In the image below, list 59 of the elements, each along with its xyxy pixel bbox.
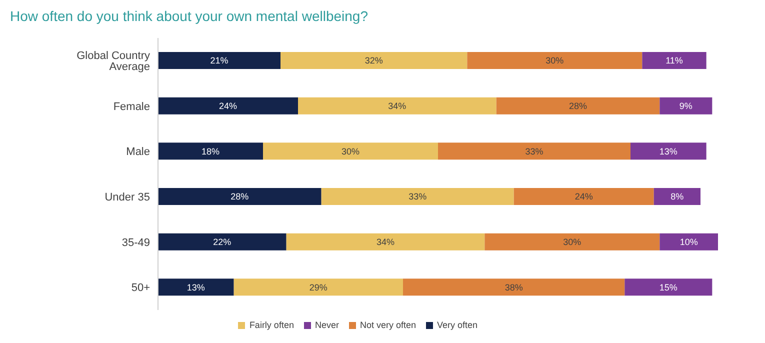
bar bbox=[158, 142, 263, 160]
bar bbox=[630, 142, 706, 160]
bar bbox=[286, 233, 485, 250]
data-label: 28% bbox=[230, 192, 249, 202]
data-label: 10% bbox=[680, 237, 698, 248]
data-label: 22% bbox=[213, 237, 232, 248]
legend-label: Very often bbox=[437, 320, 478, 330]
data-label: 24% bbox=[574, 192, 593, 202]
bar bbox=[280, 52, 468, 69]
data-label: 30% bbox=[546, 56, 564, 66]
data-label: 29% bbox=[309, 282, 328, 292]
data-label: 34% bbox=[388, 101, 406, 112]
data-label: 18% bbox=[201, 146, 220, 156]
y-tick-label: 50+ bbox=[131, 282, 150, 294]
bar bbox=[403, 278, 625, 296]
data-label: 28% bbox=[568, 101, 588, 112]
bar bbox=[234, 278, 403, 296]
bar bbox=[438, 142, 630, 160]
chart-title: How often do you think about your own mental wellbeing? bbox=[10, 8, 369, 26]
data-label: 15% bbox=[659, 282, 678, 292]
legend-label: Never bbox=[314, 320, 339, 330]
y-tick-label: Female bbox=[113, 100, 150, 113]
data-label: 13% bbox=[186, 282, 205, 292]
data-label: 34% bbox=[376, 237, 395, 248]
data-label: 21% bbox=[210, 56, 228, 66]
data-label: 33% bbox=[408, 192, 427, 202]
bar bbox=[298, 97, 496, 114]
data-label: 38% bbox=[504, 282, 523, 292]
data-label: 30% bbox=[341, 146, 360, 156]
legend-label: Not very often bbox=[360, 320, 416, 330]
bar bbox=[158, 233, 286, 250]
bar bbox=[467, 52, 642, 69]
data-label: 13% bbox=[659, 146, 678, 156]
bar bbox=[158, 97, 298, 114]
bar bbox=[263, 142, 438, 160]
data-label: 24% bbox=[218, 101, 238, 112]
bar bbox=[158, 278, 234, 296]
bar bbox=[642, 52, 706, 69]
bar bbox=[321, 188, 514, 205]
bar bbox=[660, 97, 712, 114]
bar bbox=[158, 52, 280, 69]
data-label: 33% bbox=[525, 146, 544, 156]
bar bbox=[484, 233, 660, 250]
bar bbox=[654, 188, 700, 205]
bar bbox=[158, 188, 322, 205]
bar bbox=[660, 233, 718, 250]
bar bbox=[514, 188, 654, 205]
y-tick-label: Global Country Average bbox=[76, 50, 150, 74]
data-label: 8% bbox=[670, 192, 684, 202]
bar bbox=[624, 278, 712, 296]
y-tick-label: 35-49 bbox=[122, 236, 150, 249]
data-label: 9% bbox=[679, 101, 692, 112]
y-tick-label: Under 35 bbox=[104, 192, 150, 204]
data-label: 30% bbox=[563, 237, 582, 248]
data-label: 32% bbox=[364, 56, 383, 66]
y-tick-label: Male bbox=[126, 146, 150, 158]
bar bbox=[496, 97, 660, 114]
legend-label: Fairly often bbox=[249, 320, 294, 330]
data-label: 11% bbox=[666, 56, 683, 66]
